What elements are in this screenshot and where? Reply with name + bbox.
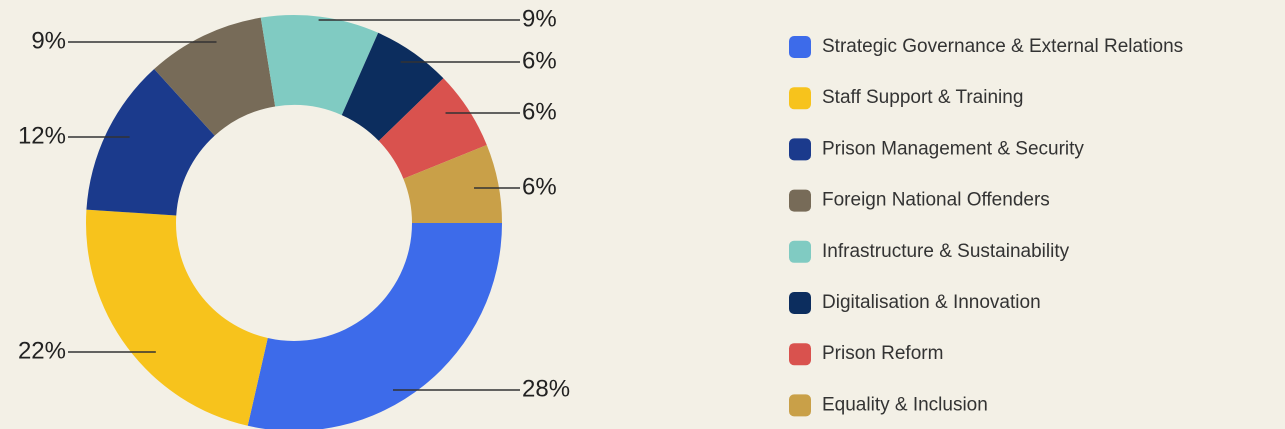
legend-swatch [789, 292, 811, 314]
legend-swatch [789, 87, 811, 110]
slice-label: 9% [31, 27, 66, 54]
slice-label: 6% [522, 47, 557, 74]
legend-label: Staff Support & Training [822, 87, 1023, 108]
legend-swatch [789, 36, 811, 58]
donut-slice [403, 144, 502, 223]
slice-label: 6% [522, 98, 557, 125]
donut-slice [378, 78, 487, 179]
legend-swatch [789, 394, 811, 417]
legend-label: Prison Management & Security [822, 138, 1084, 159]
legend-label: Strategic Governance & External Relation… [822, 36, 1183, 57]
legend-label: Digitalisation & Innovation [822, 292, 1041, 313]
legend-label: Foreign National Offenders [822, 190, 1050, 211]
slice-label: 9% [522, 5, 557, 32]
legend-swatch [789, 343, 811, 366]
slice-label: 22% [18, 337, 66, 364]
legend-label: Infrastructure & Sustainability [822, 241, 1070, 262]
legend-swatch [789, 240, 811, 263]
donut-slice [247, 223, 502, 429]
legend-swatch [789, 138, 811, 161]
legend-label: Equality & Inclusion [822, 394, 988, 415]
legend-swatch [789, 189, 811, 212]
slice-label: 6% [522, 173, 557, 200]
donut-slice [260, 15, 379, 116]
donut-slice [341, 32, 444, 141]
slice-label: 12% [18, 122, 66, 149]
donut-slice [86, 69, 215, 216]
donut-slice [85, 209, 268, 426]
legend-label: Prison Reform [822, 343, 943, 364]
donut-slice [154, 17, 276, 136]
slice-label: 28% [522, 375, 570, 402]
